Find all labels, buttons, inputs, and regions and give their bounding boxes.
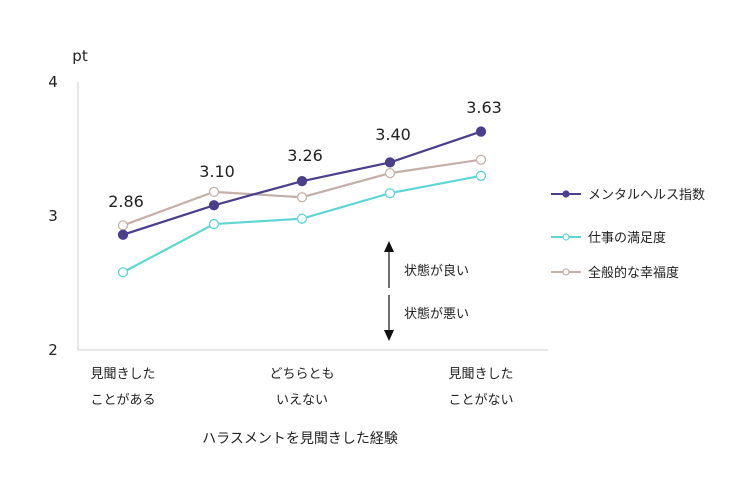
- data-label: 3.10: [199, 162, 235, 181]
- data-label: 3.26: [287, 146, 323, 165]
- series-point-2: [296, 192, 308, 203]
- x-tick-label: どちらとも: [269, 367, 334, 382]
- legend-label: 仕事の満足度: [588, 230, 666, 246]
- legend-swatch-marker: [562, 233, 570, 241]
- series-point-1: [384, 188, 396, 199]
- data-label: 3.63: [466, 98, 502, 117]
- series-point-1: [208, 218, 220, 230]
- annotation-arrow-down-head: [384, 330, 394, 341]
- annotation-good: 状態が良い: [404, 263, 469, 279]
- legend-label: 全般的な幸福度: [588, 265, 679, 281]
- series-point-2: [475, 154, 487, 165]
- legend-swatch-marker: [562, 190, 570, 198]
- series-point-0: [384, 157, 396, 168]
- x-tick-label: いえない: [276, 393, 328, 408]
- series-point-1: [475, 170, 487, 181]
- series-point-0: [296, 176, 308, 187]
- y-tick-label: 4: [48, 73, 58, 91]
- y-tick-label: 3: [48, 207, 58, 225]
- series-point-0: [475, 126, 487, 137]
- legend-swatch-marker: [562, 268, 570, 276]
- annotation-bad: 状態が悪い: [404, 306, 469, 322]
- x-tick-label: ことがない: [448, 393, 513, 408]
- series-point-2: [208, 186, 220, 198]
- series-line-1: [122, 174, 482, 274]
- series-point-0: [117, 229, 129, 240]
- legend-label: メンタルヘルス指数: [588, 188, 705, 203]
- y-axis-label: pt: [72, 47, 88, 65]
- series-point-1: [296, 213, 308, 224]
- x-axis-title: ハラスメントを見聞きした経験: [202, 431, 398, 447]
- series-point-2: [117, 220, 129, 231]
- series-point-1: [117, 267, 129, 278]
- series-point-0: [208, 200, 220, 211]
- data-label: 3.40: [375, 125, 411, 144]
- x-tick-label: ことがある: [90, 393, 155, 408]
- annotation-arrow-up-head: [384, 241, 394, 252]
- series-point-2: [384, 167, 396, 179]
- y-tick-label: 2: [48, 341, 58, 359]
- x-tick-label: 見聞きした: [448, 367, 513, 382]
- x-tick-label: 見聞きした: [90, 367, 155, 382]
- data-label: 2.86: [108, 192, 144, 211]
